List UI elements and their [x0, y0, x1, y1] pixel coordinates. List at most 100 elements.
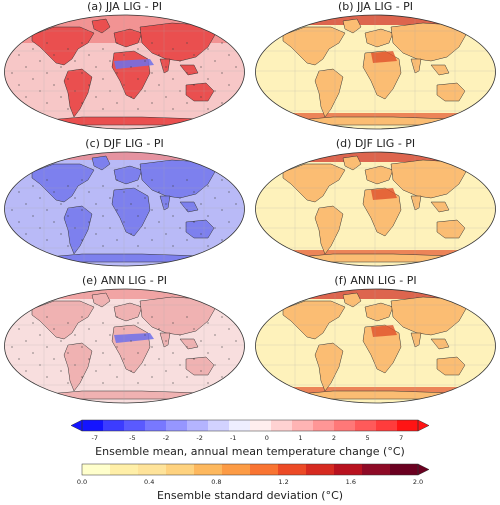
continent-south-america [63, 342, 93, 392]
panel-f: (f) ANN LIG - PI [253, 274, 498, 406]
graticule [255, 289, 496, 403]
polar-band-north [255, 289, 496, 299]
map-ann-mean [4, 288, 245, 404]
significance-stippling [11, 179, 237, 247]
sahara-high-spread-region [371, 188, 397, 200]
colorbar-mean-swatch [334, 420, 356, 431]
continent-se-asia [179, 201, 199, 213]
colorbar-std-swatch [110, 464, 139, 475]
map-jja-std [255, 14, 496, 130]
continent-south-america [314, 342, 344, 392]
continent-north-america [282, 26, 346, 66]
continent-greenland [342, 155, 362, 171]
continent-se-asia [179, 64, 199, 76]
colorbar-std-swatch [362, 464, 391, 475]
polar-band-north [4, 289, 245, 299]
colorbar-mean-swatch [103, 420, 125, 431]
colorbar-std-scale: 0.0 0.4 0.8 1.2 1.6 2.0 [77, 463, 430, 486]
continent-north-america [31, 163, 95, 203]
colorbar-mean-tick: 5 [366, 434, 370, 442]
continent-europe [113, 302, 143, 322]
continent-australia [436, 356, 466, 376]
continent-se-asia [430, 64, 450, 76]
continent-north-america [31, 26, 95, 66]
colorbar-std-swatch [222, 464, 251, 475]
colorbar-std-tick: 1.6 [346, 478, 356, 486]
colorbar-mean-swatch [229, 420, 251, 431]
map-outline [255, 151, 496, 267]
continent-north-america [282, 300, 346, 340]
colorbar-mean-tick: -2 [196, 434, 202, 442]
colorbar-mean-swatch [145, 420, 167, 431]
colorbar-mean-swatch [292, 420, 314, 431]
panel-b: (b) JJA LIG - PI [253, 0, 498, 132]
continent-north-america [282, 163, 346, 203]
panel-a: (a) JJA LIG - PI [2, 0, 247, 132]
sahara-high-spread-region [371, 51, 397, 63]
colorbar-std-tick: 2.0 [413, 478, 423, 486]
colorbar-mean-tick: -2 [163, 434, 169, 442]
colorbar-mean-tick: 0 [265, 434, 269, 442]
continent-se-asia [179, 338, 199, 350]
colorbar-mean-scale: -7 -5 -2 -2 -1 0 1 2 5 7 [70, 419, 430, 442]
graticule [4, 15, 245, 129]
continent-europe [364, 165, 394, 185]
colorbar-mean-label: Ensemble mean, annual mean temperature c… [95, 445, 405, 458]
map-djf-std [255, 151, 496, 267]
colorbar-mean-swatch [166, 420, 188, 431]
map-outline [255, 288, 496, 404]
colorbar-mean-tick: -1 [230, 434, 236, 442]
colorbar-std-tick: 0.8 [211, 478, 221, 486]
continent-se-asia [430, 338, 450, 350]
panel-title: (d) DJF LIG - PI [335, 137, 416, 150]
colorbar-mean-extend-low [70, 419, 83, 432]
colorbar-mean-tick: -7 [92, 434, 98, 442]
colorbar-std-extend-high [417, 463, 430, 476]
colorbar-mean-swatch [187, 420, 209, 431]
panel-d: (d) DJF LIG - PI [253, 137, 498, 269]
colorbar-mean-swatch [82, 420, 104, 431]
continent-europe [364, 28, 394, 48]
continent-australia [185, 356, 215, 376]
colorbar-std-swatch [82, 464, 111, 475]
colorbar-mean-tick: 2 [332, 434, 336, 442]
colorbar-std-swatch [334, 464, 363, 475]
colorbar-mean-swatch [313, 420, 335, 431]
colorbar-mean-tick: 1 [298, 434, 302, 442]
continent-greenland [91, 292, 111, 308]
map-outline [255, 14, 496, 130]
panel-title: (b) JJA LIG - PI [337, 0, 414, 13]
continent-se-asia [430, 201, 450, 213]
colorbar-std-swatch [250, 464, 279, 475]
colorbar-std-label: Ensemble standard deviation (°C) [156, 489, 344, 502]
colorbar-std-swatch [166, 464, 195, 475]
panel-title: (f) ANN LIG - PI [334, 274, 417, 287]
colorbar-std-tick: 0.4 [144, 478, 154, 486]
continent-greenland [342, 292, 362, 308]
colorbar-std-swatch [390, 464, 419, 475]
colorbar-mean-swatch [355, 420, 377, 431]
colorbar-std-swatch [278, 464, 307, 475]
colorbar-std-tick: 1.2 [278, 478, 288, 486]
continent-south-america [314, 205, 344, 255]
map-ann-std [255, 288, 496, 404]
colorbar-std-swatch [138, 464, 167, 475]
colorbar-mean: -7 -5 -2 -2 -1 0 1 2 5 7 Ensemble mean, annual me… [70, 418, 430, 460]
polar-band-north [255, 15, 496, 25]
continent-australia [436, 219, 466, 239]
polar-band-north [4, 152, 245, 160]
continent-south-america [63, 205, 93, 255]
map-outline [4, 288, 245, 404]
colorbar-mean-swatch [250, 420, 272, 431]
continent-south-america [63, 68, 93, 118]
colorbar-std-tick: 0.0 [77, 478, 87, 486]
map-jja-mean [4, 14, 245, 130]
sahara-high-spread-region [371, 325, 397, 337]
continent-africa [111, 187, 151, 237]
graticule [4, 152, 245, 266]
map-outline [4, 14, 245, 130]
continent-australia [185, 82, 215, 102]
map-djf-mean [4, 151, 245, 267]
colorbar-mean-swatch [376, 420, 398, 431]
colorbar-mean-extend-high [417, 419, 430, 432]
